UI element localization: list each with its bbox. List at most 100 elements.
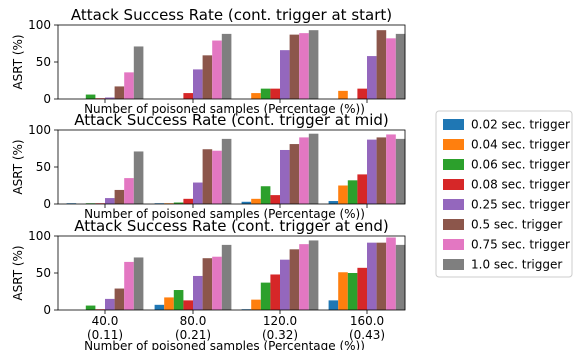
x-tick-label: (0.11) [87,328,123,342]
bar-0-75-sec-trigger-3 [299,33,309,99]
legend-entry-label: 1.0 sec. trigger [471,258,562,272]
bar-0-04-sec-trigger-4 [338,272,348,310]
legend-entry-label: 0.06 sec. trigger [471,158,570,172]
legend-entry-label: 0.08 sec. trigger [471,178,570,192]
legend-entry-label: 0.02 sec. trigger [471,118,570,132]
bar-0-04-sec-trigger-3 [251,198,261,204]
legend-entry-label: 0.75 sec. trigger [471,238,570,252]
legend-swatch [443,139,464,150]
x-tick-label: 160.0 [350,314,384,328]
bar-0-25-sec-trigger-4 [367,56,377,99]
bar-0-5-sec-trigger-2 [202,55,213,99]
y-tick-label: 100 [28,229,51,243]
y-tick-label: 100 [28,18,51,32]
bar-0-5-sec-trigger-3 [289,144,300,204]
bar-0-08-sec-trigger-2 [183,198,193,204]
bar-0-06-sec-trigger-4 [347,273,358,310]
bar-0-5-sec-trigger-2 [202,258,213,310]
chart-title: Attack Success Rate (cont. trigger at en… [74,217,389,235]
bar-1-0-sec-trigger-1 [133,257,144,310]
bar-0-5-sec-trigger-4 [376,30,387,99]
bar-0-5-sec-trigger-1 [114,288,125,310]
bar-0-25-sec-trigger-1 [105,198,115,204]
bar-0-08-sec-trigger-4 [357,88,367,99]
y-tick-label: 0 [43,197,51,211]
y-axis-label: ASRT (%) [11,34,25,89]
bar-0-02-sec-trigger-4 [328,201,339,204]
x-axis-label: Number of poisoned samples (Percentage (… [84,102,365,116]
legend-entry-label: 0.5 sec. trigger [471,218,562,232]
legend-swatch [443,119,464,130]
legend-swatch [443,239,464,250]
legend-entry-label: 0.04 sec. trigger [471,138,570,152]
legend-swatch [443,199,464,210]
bar-0-08-sec-trigger-3 [270,274,280,310]
bar-0-75-sec-trigger-3 [299,244,309,310]
bar-0-75-sec-trigger-2 [212,150,222,204]
y-tick-label: 50 [36,55,51,69]
bar-0-08-sec-trigger-4 [357,174,367,204]
legend-frame [435,110,573,278]
bar-0-75-sec-trigger-2 [212,40,222,99]
bar-0-06-sec-trigger-2 [173,290,184,310]
y-tick-label: 0 [43,92,51,106]
chart-title: Attack Success Rate (cont. trigger at st… [71,6,392,24]
bar-0-25-sec-trigger-2 [193,182,203,204]
bar-1-0-sec-trigger-1 [133,151,144,204]
bar-1-0-sec-trigger-3 [308,30,319,99]
bar-0-04-sec-trigger-4 [338,185,348,204]
legend-swatch [443,159,464,170]
x-tick-label: (0.21) [175,328,211,342]
bar-0-75-sec-trigger-1 [124,178,134,204]
bar-0-75-sec-trigger-2 [212,256,222,310]
bar-1-0-sec-trigger-3 [308,133,319,204]
bar-0-04-sec-trigger-4 [338,90,348,99]
y-axis-label: ASRT (%) [11,139,25,194]
bar-0-08-sec-trigger-3 [270,195,280,204]
bar-0-25-sec-trigger-3 [280,259,290,310]
bar-0-5-sec-trigger-3 [289,249,300,310]
bar-0-06-sec-trigger-3 [260,186,271,204]
bar-0-04-sec-trigger-3 [251,299,261,310]
bar-0-75-sec-trigger-1 [124,72,134,99]
bar-0-25-sec-trigger-3 [280,149,290,204]
x-tick-label: 40.0 [92,314,119,328]
bar-0-02-sec-trigger-4 [328,300,339,310]
bar-0-75-sec-trigger-3 [299,137,309,204]
legend-swatch [443,259,464,270]
bar-0-04-sec-trigger-3 [251,93,261,99]
bar-0-06-sec-trigger-1 [85,94,96,99]
bar-0-06-sec-trigger-3 [260,88,271,99]
x-tick-label: (0.32) [262,328,298,342]
bar-1-0-sec-trigger-1 [133,46,144,99]
chart-panel-1: 0 50 100 Attack Success Rate (cont. trigger… [11,6,406,116]
bar-0-75-sec-trigger-4 [386,237,396,310]
chart-panel-2: 0 50 100 Attack Success Rate (cont. trigger… [11,111,406,221]
bar-0-25-sec-trigger-2 [193,69,203,99]
y-tick-label: 100 [28,123,51,137]
bar-0-75-sec-trigger-1 [124,261,134,310]
bar-0-08-sec-trigger-2 [183,300,193,310]
bar-0-06-sec-trigger-4 [347,180,358,204]
legend-entry-label: 0.25 sec. trigger [471,198,570,212]
bar-0-04-sec-trigger-2 [164,297,174,310]
bar-0-06-sec-trigger-3 [260,282,271,310]
bar-0-08-sec-trigger-3 [270,88,280,99]
bar-0-75-sec-trigger-4 [386,38,396,99]
x-axis-label: Number of poisoned samples (Percentage (… [84,339,365,350]
bar-1-0-sec-trigger-3 [308,240,319,310]
chart-panel-3: 0 50 100 40.0(0.11) 80.0(0.21) 120.0(0.32) 160… [11,217,406,350]
chart-title: Attack Success Rate (cont. trigger at mi… [74,111,389,129]
bar-0-5-sec-trigger-3 [289,34,300,100]
bar-0-25-sec-trigger-3 [280,50,290,99]
x-tick-label: 80.0 [180,314,207,328]
bar-1-0-sec-trigger-2 [221,244,232,310]
legend: 0.02 sec. trigger 0.04 sec. trigger 0.06 s… [435,110,573,278]
bar-0-06-sec-trigger-2 [173,202,184,204]
bar-0-25-sec-trigger-1 [105,298,115,310]
y-axis-label: ASRT (%) [11,245,25,300]
bar-0-5-sec-trigger-4 [376,242,387,310]
bar-0-06-sec-trigger-1 [85,305,96,310]
y-tick-label: 50 [36,160,51,174]
